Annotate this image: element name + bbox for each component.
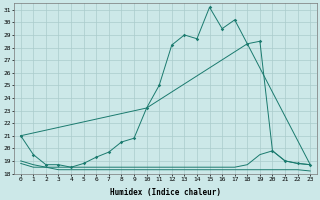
X-axis label: Humidex (Indice chaleur): Humidex (Indice chaleur) xyxy=(110,188,221,197)
